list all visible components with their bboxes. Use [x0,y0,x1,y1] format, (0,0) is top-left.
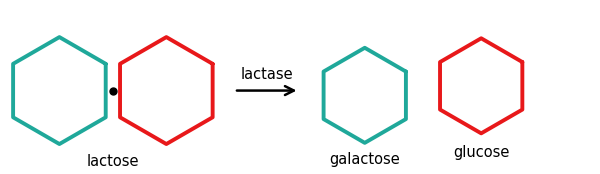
Text: lactase: lactase [241,67,293,82]
Text: galactose: galactose [329,152,400,167]
Text: glucose: glucose [453,145,509,160]
Text: lactose: lactose [86,153,139,169]
